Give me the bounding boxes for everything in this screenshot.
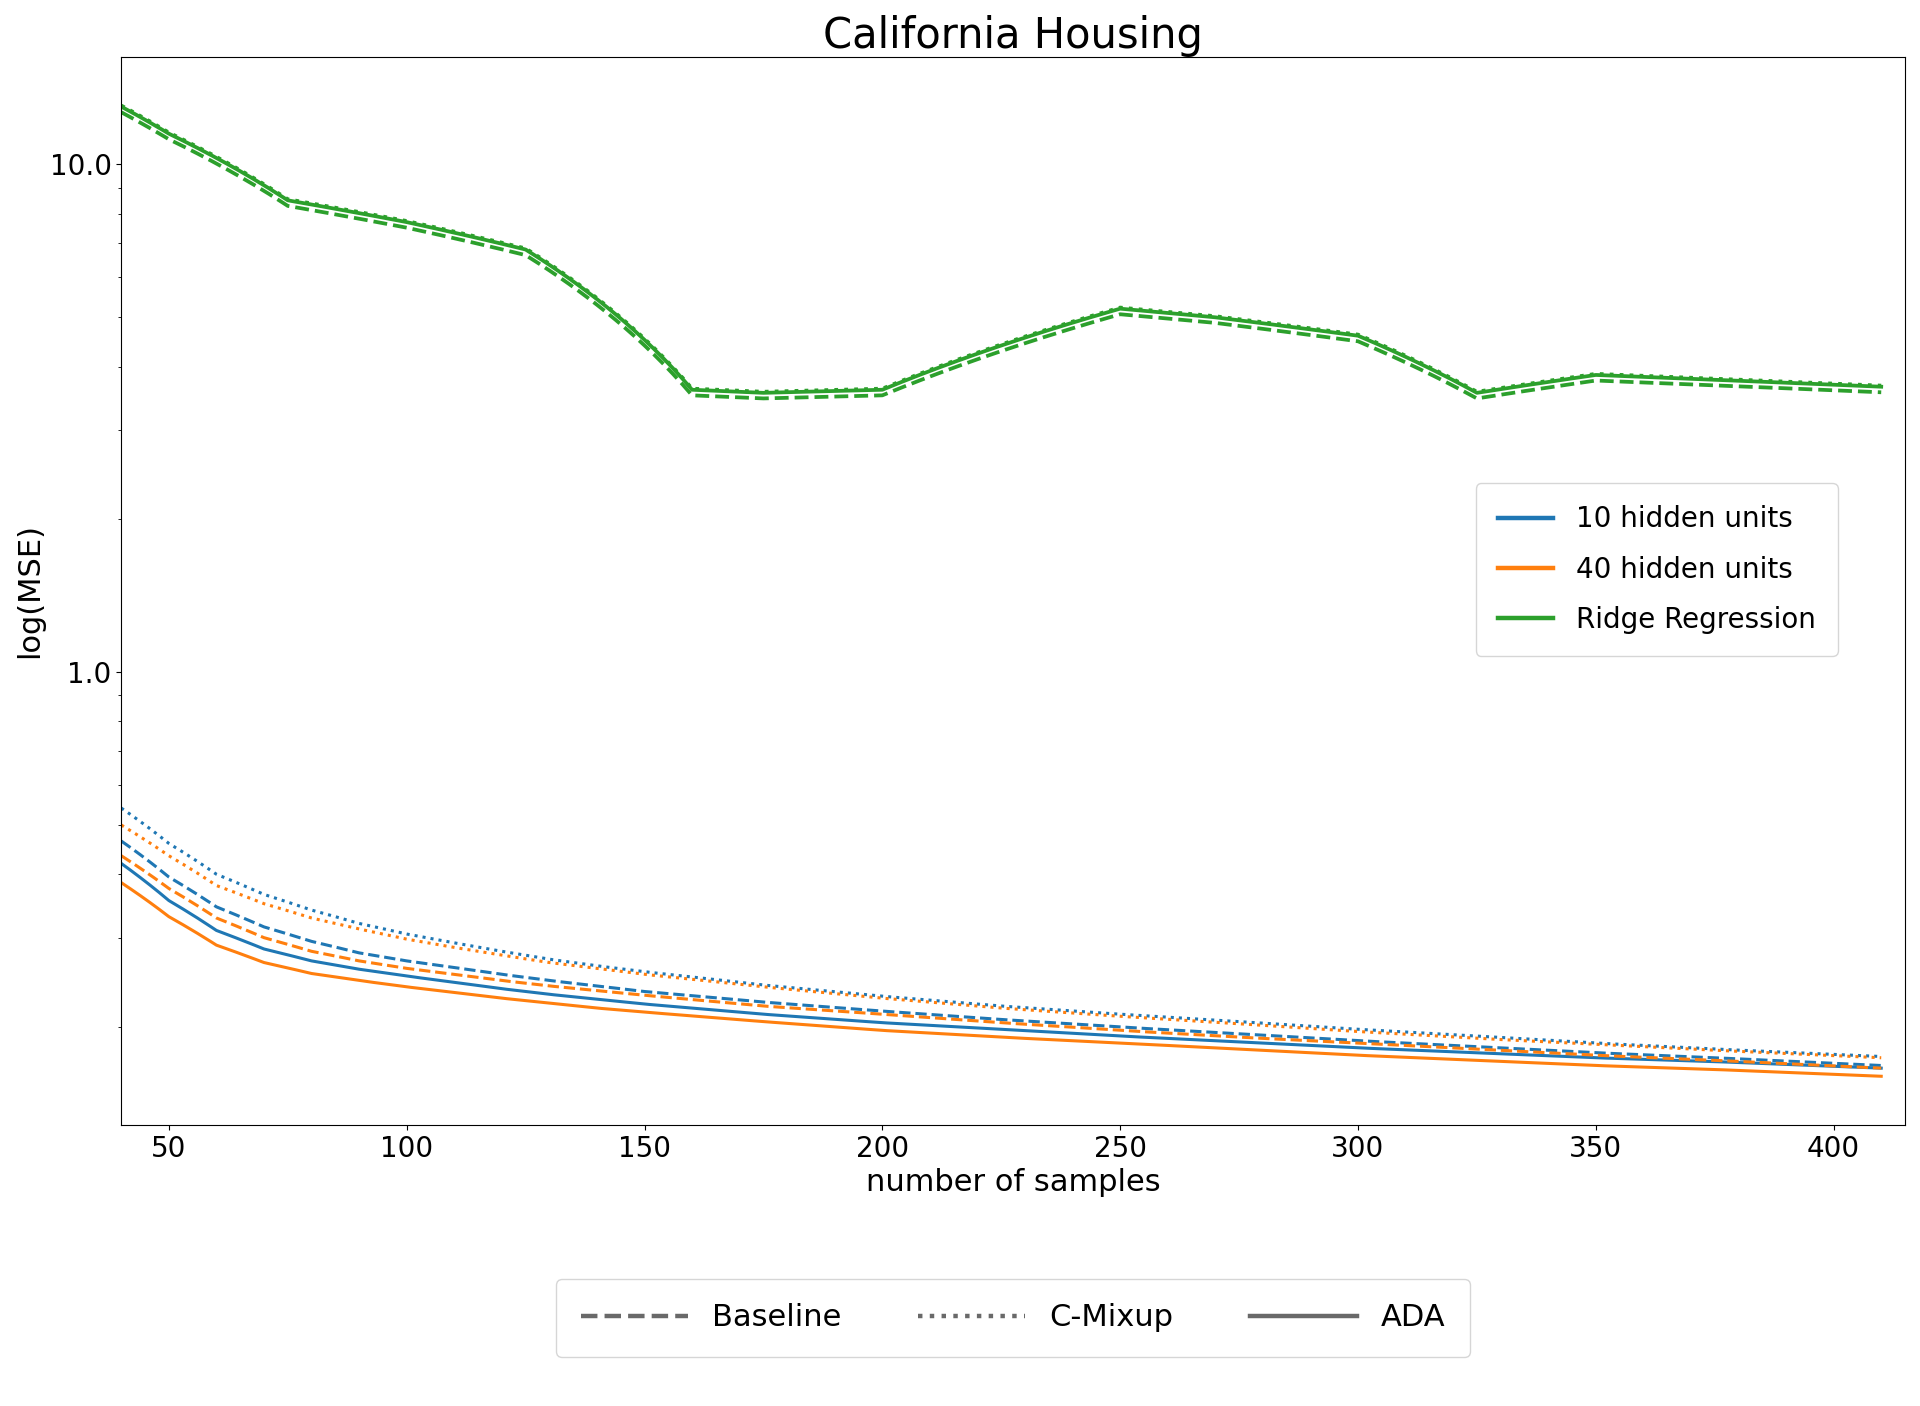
Title: California Housing: California Housing xyxy=(824,15,1204,58)
Legend: Baseline, C-Mixup, ADA: Baseline, C-Mixup, ADA xyxy=(557,1279,1471,1357)
Y-axis label: log(MSE): log(MSE) xyxy=(15,523,44,658)
X-axis label: number of samples: number of samples xyxy=(866,1168,1160,1197)
